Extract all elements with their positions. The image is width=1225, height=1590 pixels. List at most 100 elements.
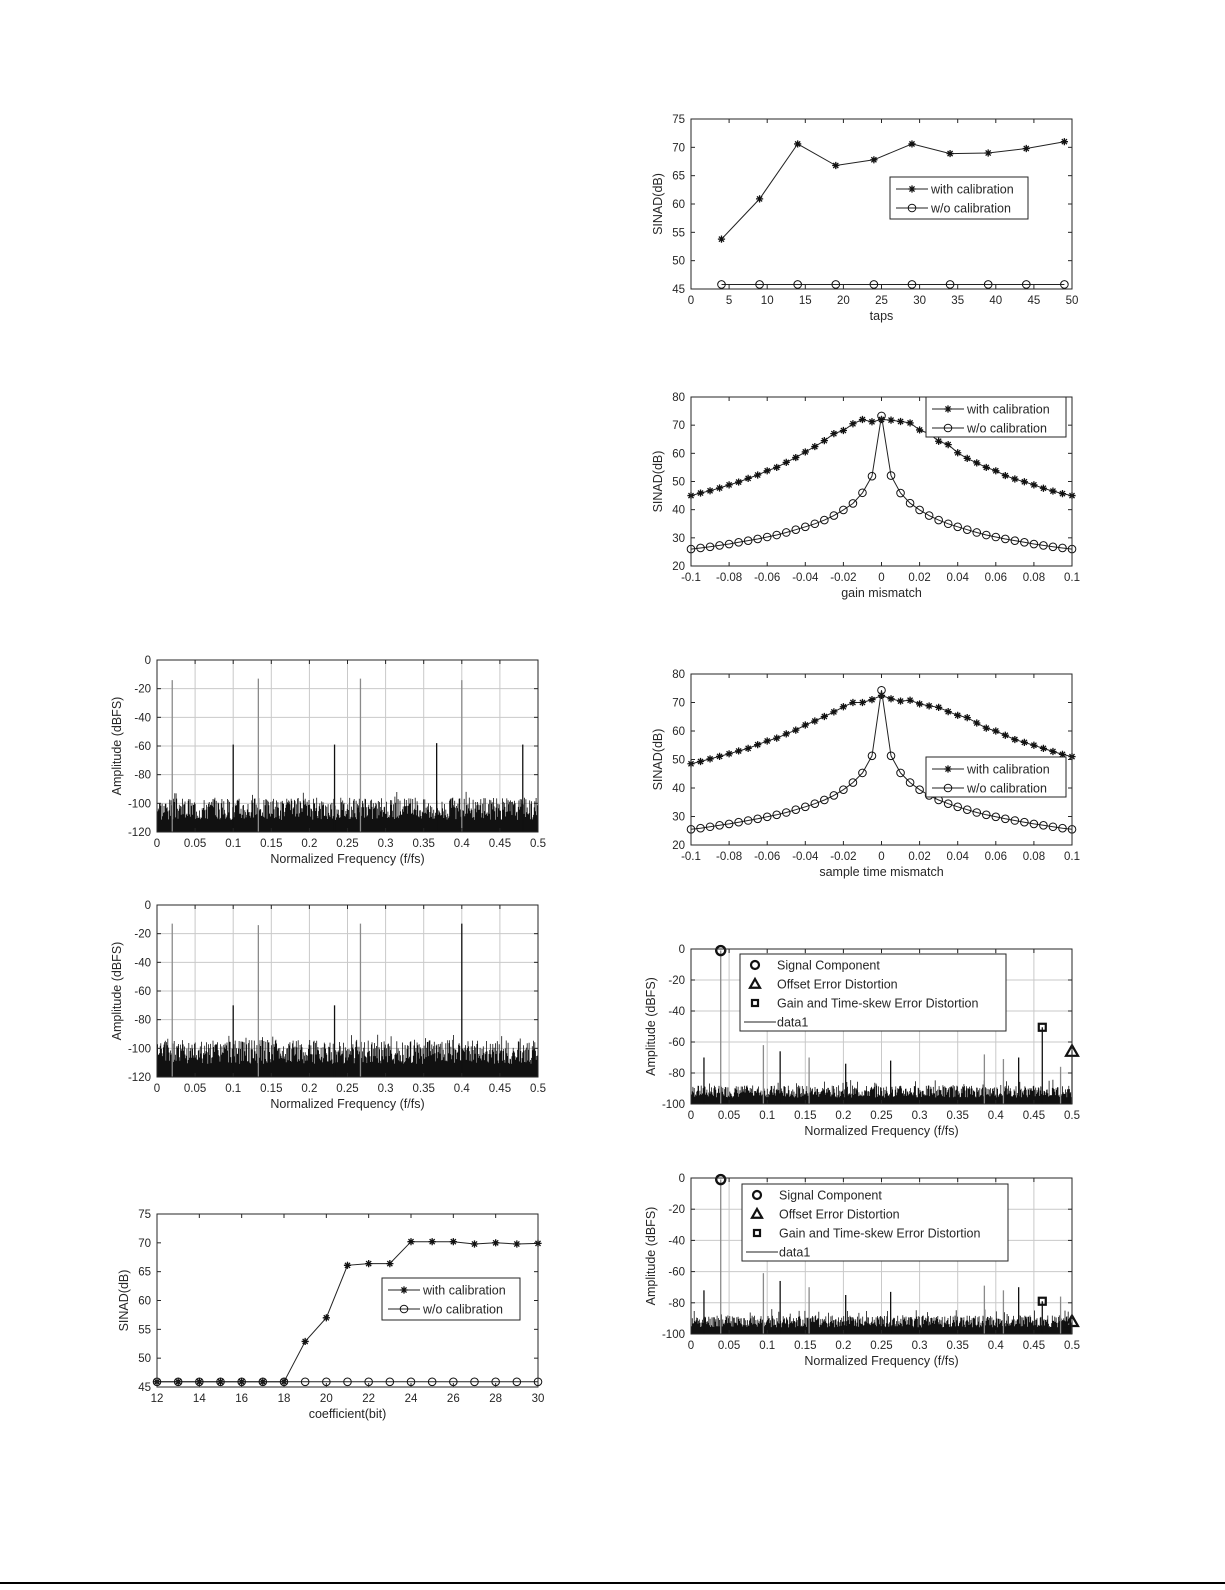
legend-label: with calibration	[966, 403, 1050, 417]
circle-marker	[743, 816, 753, 825]
circle-marker	[1060, 280, 1069, 289]
triangle-marker	[750, 1206, 764, 1219]
x-tick-label: 0.5	[530, 1083, 546, 1095]
x-tick-label: 0.3	[378, 838, 394, 850]
x-tick-label: 28	[489, 1393, 502, 1405]
y-tick-label: 70	[672, 698, 685, 710]
circle-marker	[981, 530, 991, 540]
star-marker	[744, 744, 752, 752]
y-tick-label: -80	[134, 1015, 151, 1027]
legend-label: w/o calibration	[966, 422, 1047, 436]
y-tick-label: -20	[668, 1204, 685, 1216]
legend-label: data1	[777, 1016, 808, 1030]
circle-marker	[1020, 817, 1029, 827]
y-axis-label: Amplitude (dBFS)	[110, 942, 124, 1041]
x-tick-label: 50	[1066, 295, 1079, 307]
x-tick-label: 22	[362, 1393, 375, 1405]
star-marker	[1060, 138, 1068, 146]
x-tick-label: 0.45	[1023, 1110, 1045, 1122]
x-tick-label: -0.04	[792, 572, 819, 584]
circle-marker	[1058, 543, 1067, 553]
x-tick-label: -0.02	[830, 851, 856, 863]
x-axis-label: taps	[870, 309, 894, 323]
y-tick-label: 60	[672, 726, 685, 738]
star-marker	[982, 463, 990, 472]
chart-gain: -0.1 -0.08 -0.06 -0.04 -0.02 0 0.02 0.04 0.06 0.0…	[651, 392, 1080, 600]
y-tick-label: -60	[134, 986, 151, 998]
x-tick-label: 0.2	[835, 1110, 851, 1122]
circle-marker	[820, 795, 829, 805]
x-tick-label: 0.08	[1023, 851, 1045, 863]
y-tick-label: -80	[668, 1298, 685, 1310]
x-tick-label: 0.15	[260, 1083, 282, 1095]
star-marker	[1049, 487, 1057, 495]
circle-marker	[1048, 822, 1058, 832]
circle-marker	[216, 1377, 225, 1387]
legend-label: data1	[779, 1246, 810, 1260]
series-line	[721, 141, 1065, 240]
circle-marker	[385, 1377, 395, 1387]
y-tick-label: 0	[145, 900, 151, 912]
star-marker	[1030, 741, 1038, 749]
x-axis-label: Normalized Frequency (f/fs)	[270, 1097, 424, 1111]
circle-marker	[1048, 542, 1058, 552]
circle-marker	[962, 805, 972, 814]
x-tick-label: 0.1	[1064, 851, 1080, 863]
star-marker	[782, 730, 790, 738]
series-line	[690, 415, 1073, 550]
y-tick-label: 45	[672, 284, 685, 296]
star-marker	[896, 417, 905, 426]
star-marker	[839, 426, 847, 435]
star-marker	[763, 737, 771, 745]
x-tick-label: 24	[405, 1393, 418, 1405]
x-tick-label: 0.1	[225, 1083, 241, 1095]
legend: with calibration w/o calibration	[889, 176, 1029, 220]
star-marker	[908, 185, 916, 193]
x-tick-label: 0.35	[413, 1083, 435, 1095]
star-marker	[792, 726, 800, 734]
circle-marker	[343, 1377, 352, 1387]
x-tick-label: 0.25	[336, 838, 358, 850]
x-tick-label: -0.08	[716, 572, 742, 584]
star-marker	[794, 140, 802, 148]
y-axis-label: Amplitude (dBFS)	[110, 697, 124, 796]
star-marker	[1039, 484, 1048, 492]
y-axis-label: SINAD(dB)	[651, 729, 665, 791]
circle-marker	[907, 280, 917, 289]
chart-spectrum-left-1: 0 0.05 0.1 0.15 0.2 0.25 0.3 0.35 0.4 0.45 0.5 -120…	[110, 655, 546, 866]
x-tick-label: 0.2	[301, 1083, 317, 1095]
star-marker	[992, 727, 1000, 735]
star-marker	[849, 420, 857, 428]
circle-marker	[877, 685, 886, 695]
y-tick-label: 80	[672, 392, 685, 404]
x-tick-label: -0.1	[681, 851, 701, 863]
circle-marker	[258, 1377, 268, 1387]
y-axis-label: Amplitude (dBFS)	[644, 977, 658, 1076]
x-tick-label: 0	[688, 295, 694, 307]
circle-marker	[512, 1377, 522, 1387]
star-marker	[744, 474, 752, 483]
star-marker	[944, 765, 952, 773]
circle-marker	[715, 944, 727, 957]
x-tick-label: 0.3	[378, 1083, 394, 1095]
star-marker	[849, 698, 857, 707]
x-tick-label: -0.08	[716, 851, 742, 863]
star-marker	[811, 442, 819, 451]
circle-marker	[907, 203, 917, 213]
circle-marker	[858, 768, 867, 778]
star-marker	[963, 714, 971, 722]
star-marker	[935, 437, 943, 445]
y-tick-label: -120	[128, 827, 151, 839]
x-tick-label: 0.4	[454, 838, 471, 850]
legend: with calibration w/o calibration	[381, 1277, 521, 1321]
circle-marker	[791, 805, 801, 814]
circle-marker	[981, 810, 991, 820]
x-tick-label: 0.35	[947, 1110, 969, 1122]
x-tick-label: 0.1	[1064, 572, 1080, 584]
y-tick-label: 50	[672, 256, 685, 268]
x-tick-label: 14	[193, 1393, 206, 1405]
x-tick-label: 0	[154, 1083, 160, 1095]
x-tick-label: 0	[878, 572, 884, 584]
circle-marker	[715, 1173, 727, 1186]
circle-marker	[751, 1189, 763, 1201]
